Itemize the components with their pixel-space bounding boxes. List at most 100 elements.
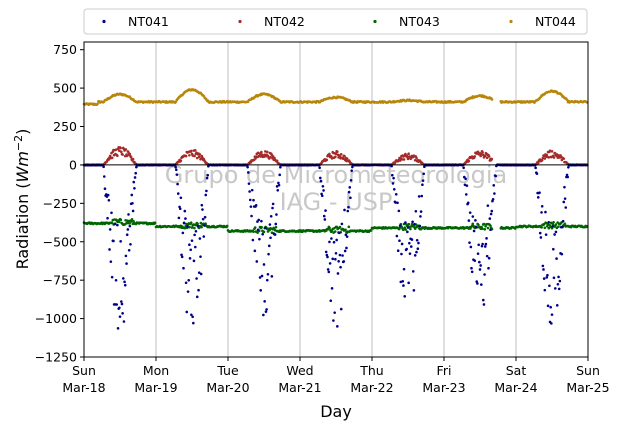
point-NT043: [347, 225, 351, 229]
point-NT043: [413, 227, 417, 230]
point-NT041: [563, 185, 566, 189]
point-NT041: [339, 265, 342, 269]
legend-marker-NT042: [238, 19, 242, 24]
point-NT041: [547, 220, 551, 224]
point-NT041: [472, 229, 476, 233]
point-NT041: [480, 244, 484, 248]
point-NT041: [329, 299, 333, 303]
point-NT041: [102, 165, 105, 169]
point-NT041: [191, 315, 194, 319]
point-NT041: [485, 254, 489, 258]
point-NT041: [201, 208, 204, 211]
point-NT041: [193, 233, 196, 237]
point-NT041: [269, 215, 273, 218]
point-NT043: [129, 220, 133, 223]
point-NT041: [278, 173, 282, 177]
point-NT041: [181, 231, 185, 235]
point-NT042: [108, 154, 112, 158]
point-NT041: [120, 302, 124, 306]
point-NT041: [397, 209, 401, 213]
point-NT041: [201, 217, 205, 221]
point-NT041: [406, 226, 410, 229]
point-NT041: [124, 254, 128, 258]
point-NT041: [557, 287, 561, 291]
point-NT041: [341, 254, 344, 257]
point-NT041: [328, 262, 332, 265]
point-NT042: [124, 148, 128, 151]
point-NT041: [336, 272, 340, 275]
point-NT043: [549, 221, 553, 225]
point-NT043: [540, 226, 543, 229]
point-NT043: [328, 226, 331, 230]
point-NT041: [485, 237, 488, 240]
point-NT042: [481, 150, 484, 154]
point-NT043: [204, 222, 207, 225]
point-NT041: [494, 174, 498, 178]
point-NT041: [345, 246, 348, 250]
point-NT041: [404, 221, 407, 224]
point-NT041: [391, 182, 395, 185]
point-NT041: [340, 222, 344, 226]
point-NT042: [341, 157, 345, 161]
point-NT043: [407, 222, 411, 226]
legend-label-NT043: NT043: [399, 14, 440, 29]
point-NT041: [277, 183, 281, 187]
point-NT042: [128, 152, 132, 156]
point-NT043: [542, 222, 546, 226]
point-NT041: [192, 259, 196, 263]
point-NT041: [482, 303, 486, 306]
point-NT041: [116, 223, 119, 227]
point-NT044: [490, 98, 494, 101]
y-axis-ticks: −1250 −1000 −750 −500 −250 0 250 500 750: [35, 42, 84, 365]
point-NT042: [328, 152, 331, 156]
point-NT042: [413, 158, 417, 162]
point-NT041: [195, 295, 199, 299]
point-NT041: [478, 268, 482, 271]
point-NT041: [183, 209, 187, 213]
point-NT041: [108, 228, 112, 231]
point-NT042: [467, 159, 471, 163]
point-NT041: [318, 166, 321, 170]
point-NT041: [349, 178, 353, 182]
legend-marker-NT041: [102, 19, 106, 24]
point-NT041: [411, 220, 414, 224]
y-axis-label: Radiation (Wm−2): [12, 129, 32, 270]
point-NT041: [102, 175, 106, 178]
point-NT041: [262, 313, 265, 317]
point-NT041: [250, 188, 254, 192]
point-NT041: [550, 313, 554, 316]
point-NT043: [483, 227, 487, 231]
point-NT042: [120, 150, 123, 154]
point-NT041: [345, 235, 349, 238]
point-NT041: [544, 233, 548, 236]
point-NT041: [486, 204, 490, 207]
point-NT042: [110, 156, 114, 160]
point-NT041: [198, 237, 202, 240]
point-NT042: [547, 156, 551, 159]
point-NT041: [402, 284, 405, 287]
point-NT041: [555, 304, 559, 307]
point-NT041: [175, 173, 179, 176]
x-tick-label-dow: Tue: [216, 363, 239, 378]
x-tick-label-dow: Mon: [143, 363, 169, 378]
x-tick-label-dow: Sat: [506, 363, 527, 378]
point-NT041: [189, 248, 192, 252]
point-NT041: [491, 197, 495, 201]
point-NT041: [466, 201, 470, 205]
x-tick-label-date: Mar-20: [206, 380, 249, 395]
point-NT041: [261, 232, 264, 236]
series-NT044: [82, 88, 589, 107]
point-NT041: [135, 165, 138, 169]
point-NT043: [196, 222, 199, 226]
point-NT042: [118, 149, 121, 153]
point-NT041: [468, 211, 472, 214]
point-NT042: [336, 150, 339, 154]
point-NT041: [127, 249, 131, 252]
point-NT041: [337, 259, 340, 263]
point-NT042: [114, 148, 118, 151]
x-tick-label-dow: Wed: [286, 363, 313, 378]
point-NT041: [110, 275, 114, 279]
point-NT043: [253, 226, 257, 229]
point-NT041: [259, 289, 263, 292]
point-NT043: [344, 228, 347, 232]
